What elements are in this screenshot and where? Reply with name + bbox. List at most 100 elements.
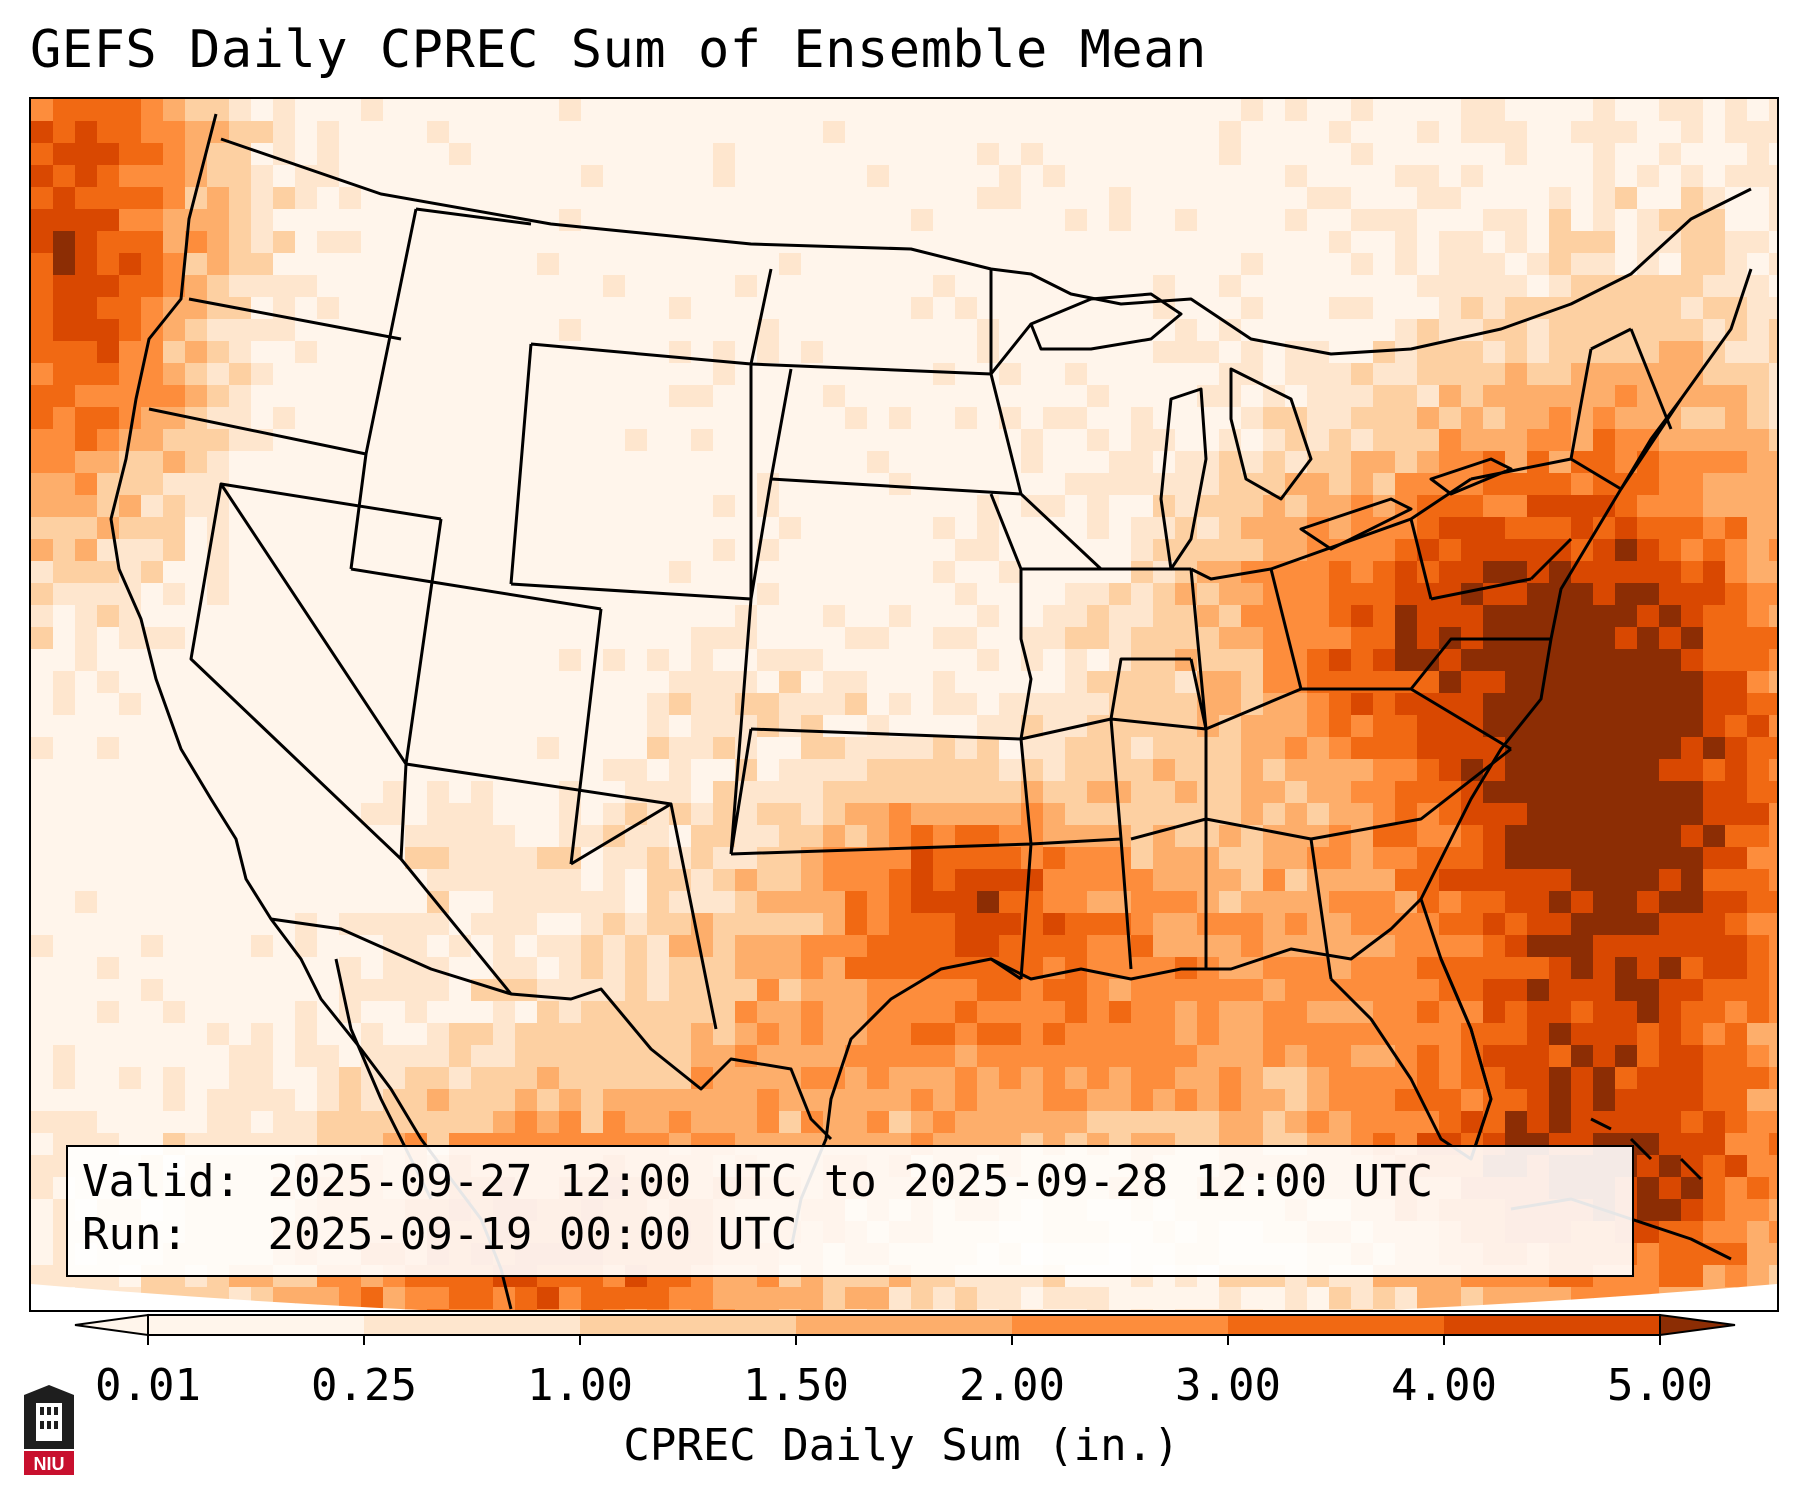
precip-cell xyxy=(75,429,98,452)
precip-cell xyxy=(889,297,912,320)
precip-cell xyxy=(1615,913,1638,936)
precip-cell xyxy=(1109,1111,1132,1134)
precip-cell xyxy=(1593,99,1616,122)
precip-cell xyxy=(273,759,296,782)
precip-cell xyxy=(801,561,824,584)
precip-cell xyxy=(1373,231,1396,254)
precip-cell xyxy=(1659,143,1682,166)
precip-cell xyxy=(1703,803,1726,826)
precip-cell xyxy=(185,1111,208,1134)
precip-cell xyxy=(339,99,362,122)
precip-cell xyxy=(1747,1265,1770,1288)
precip-cell xyxy=(515,297,538,320)
precip-cell xyxy=(1131,627,1154,650)
precip-cell xyxy=(1307,451,1330,474)
precip-cell xyxy=(999,385,1022,408)
precip-cell xyxy=(251,847,274,870)
precip-cell xyxy=(537,297,560,320)
precip-cell xyxy=(471,935,494,958)
precip-cell xyxy=(1505,605,1528,628)
precip-cell xyxy=(1329,143,1352,166)
precip-cell xyxy=(361,165,384,188)
precip-cell xyxy=(779,957,802,980)
lake-huron xyxy=(1229,367,1313,501)
precip-cell xyxy=(1329,187,1352,210)
precip-cell xyxy=(229,935,252,958)
precip-cell xyxy=(1659,1199,1682,1222)
precip-cell xyxy=(1087,341,1110,364)
precip-cell xyxy=(1351,715,1374,738)
precip-cell xyxy=(405,759,428,782)
precip-cell xyxy=(1395,165,1418,188)
precip-cell xyxy=(867,407,890,430)
precip-cell xyxy=(1197,781,1220,804)
precip-cell xyxy=(141,583,164,606)
precip-cell xyxy=(735,517,758,540)
precip-cell xyxy=(559,759,582,782)
precip-cell xyxy=(471,715,494,738)
precip-cell xyxy=(581,1067,604,1090)
precip-cell xyxy=(955,121,978,144)
precip-cell xyxy=(1681,1265,1704,1288)
precip-cell xyxy=(1285,451,1308,474)
precip-cell xyxy=(1593,517,1616,540)
precip-cell xyxy=(625,561,648,584)
precip-cell xyxy=(1153,979,1176,1002)
precip-cell xyxy=(603,187,626,210)
precip-cell xyxy=(955,539,978,562)
precip-cell xyxy=(1153,891,1176,914)
coastline-west xyxy=(109,113,423,1140)
precip-cell xyxy=(977,1023,1000,1046)
precip-cell xyxy=(1043,891,1066,914)
precip-cell xyxy=(207,847,230,870)
precip-cell xyxy=(625,495,648,518)
precip-cell xyxy=(141,143,164,166)
precip-cell xyxy=(273,649,296,672)
precip-cell xyxy=(1659,693,1682,716)
precip-cell xyxy=(1659,1045,1682,1068)
precip-cell xyxy=(207,99,230,122)
precip-cell xyxy=(647,363,670,386)
precip-cell xyxy=(1769,165,1777,188)
precip-cell xyxy=(933,737,956,760)
precip-cell xyxy=(669,495,692,518)
precip-cell xyxy=(669,407,692,430)
precip-cell xyxy=(493,451,516,474)
precip-cell xyxy=(1681,693,1704,716)
precip-cell xyxy=(933,473,956,496)
precip-cell xyxy=(1527,913,1550,936)
precip-cell xyxy=(977,671,1000,694)
precip-cell xyxy=(801,473,824,496)
precip-cell xyxy=(317,759,340,782)
precip-cell xyxy=(1769,1023,1777,1046)
precip-cell xyxy=(1681,253,1704,276)
precip-cell xyxy=(317,737,340,760)
precip-cell xyxy=(691,407,714,430)
precip-cell xyxy=(1439,187,1462,210)
precip-cell xyxy=(405,407,428,430)
precip-cell xyxy=(1109,363,1132,386)
precip-cell xyxy=(31,1111,54,1134)
precip-cell xyxy=(1021,1023,1044,1046)
precip-cell xyxy=(845,363,868,386)
precip-cell xyxy=(141,121,164,144)
precip-cell xyxy=(1087,803,1110,826)
precip-cell xyxy=(625,209,648,232)
precip-cell xyxy=(1527,275,1550,298)
precip-cell xyxy=(559,341,582,364)
precip-cell xyxy=(493,979,516,1002)
precip-cell xyxy=(1725,847,1748,870)
precip-cell xyxy=(757,121,780,144)
precip-cell xyxy=(1065,1287,1088,1310)
precip-cell xyxy=(1747,1133,1770,1156)
precip-cell xyxy=(1659,1089,1682,1112)
precip-cell xyxy=(229,1067,252,1090)
precip-cell xyxy=(537,1045,560,1068)
precip-cell xyxy=(1681,1243,1704,1266)
precip-cell xyxy=(625,803,648,826)
precip-cell xyxy=(1527,825,1550,848)
precip-cell xyxy=(823,319,846,342)
precip-cell xyxy=(1659,297,1682,320)
precip-cell xyxy=(405,539,428,562)
precip-cell xyxy=(273,297,296,320)
